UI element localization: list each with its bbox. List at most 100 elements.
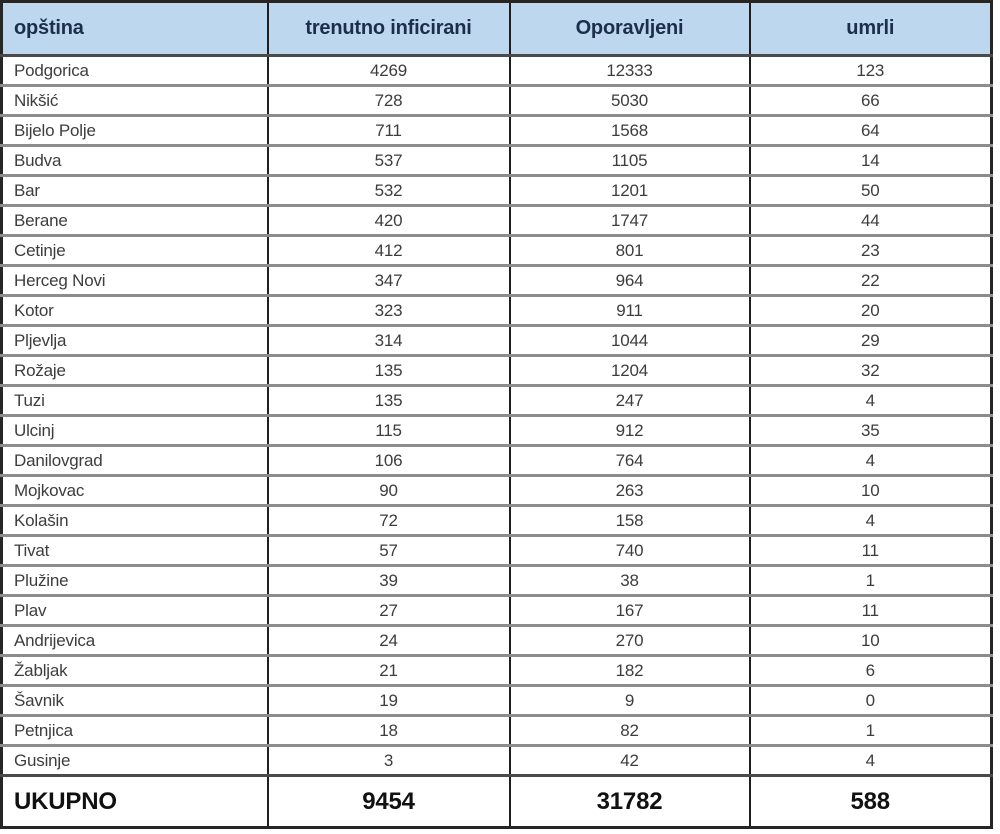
value-cell: 50 — [748, 175, 993, 207]
municipality-name: Gusinje — [0, 745, 269, 777]
value-cell: 347 — [266, 265, 511, 297]
value-cell: 66 — [748, 85, 993, 117]
value-cell: 314 — [266, 325, 511, 357]
municipality-name: Plav — [0, 595, 269, 627]
table-row: Petnjica 18 82 1 — [0, 715, 993, 747]
value-cell: 323 — [266, 295, 511, 327]
table-row: Kolašin 72 158 4 — [0, 505, 993, 537]
value-cell: 263 — [508, 475, 751, 507]
municipality-name: Rožaje — [0, 355, 269, 387]
value-cell: 167 — [508, 595, 751, 627]
value-cell: 35 — [748, 415, 993, 447]
value-cell: 537 — [266, 145, 511, 177]
municipality-name: Šavnik — [0, 685, 269, 717]
value-cell: 1044 — [508, 325, 751, 357]
value-cell: 0 — [748, 685, 993, 717]
value-cell: 32 — [748, 355, 993, 387]
value-cell: 44 — [748, 205, 993, 237]
value-cell: 711 — [266, 115, 511, 147]
table-row: Kotor 323 911 20 — [0, 295, 993, 327]
value-cell: 1105 — [508, 145, 751, 177]
value-cell: 10 — [748, 475, 993, 507]
value-cell: 158 — [508, 505, 751, 537]
table-row: Rožaje 135 1204 32 — [0, 355, 993, 387]
municipality-name: Budva — [0, 145, 269, 177]
municipality-name: Tuzi — [0, 385, 269, 417]
total-row: UKUPNO 9454 31782 588 — [0, 775, 993, 828]
value-cell: 740 — [508, 535, 751, 567]
table-row: Mojkovac 90 263 10 — [0, 475, 993, 507]
total-recovered: 31782 — [508, 775, 751, 828]
value-cell: 135 — [266, 355, 511, 387]
value-cell: 11 — [748, 595, 993, 627]
value-cell: 9 — [508, 685, 751, 717]
table-row: Cetinje 412 801 23 — [0, 235, 993, 267]
table-row: Podgorica 4269 12333 123 — [0, 55, 993, 87]
value-cell: 532 — [266, 175, 511, 207]
value-cell: 64 — [748, 115, 993, 147]
table-row: Bijelo Polje 711 1568 64 — [0, 115, 993, 147]
column-header-oporavljeni: Oporavljeni — [508, 1, 751, 57]
value-cell: 5030 — [508, 85, 751, 117]
value-cell: 1201 — [508, 175, 751, 207]
value-cell: 42 — [508, 745, 751, 777]
value-cell: 4 — [748, 445, 993, 477]
value-cell: 6 — [748, 655, 993, 687]
table-row: Nikšić 728 5030 66 — [0, 85, 993, 117]
table-row: Bar 532 1201 50 — [0, 175, 993, 207]
value-cell: 12333 — [508, 55, 751, 87]
value-cell: 115 — [266, 415, 511, 447]
value-cell: 123 — [748, 55, 993, 87]
value-cell: 21 — [266, 655, 511, 687]
value-cell: 20 — [748, 295, 993, 327]
value-cell: 911 — [508, 295, 751, 327]
table-row: Andrijevica 24 270 10 — [0, 625, 993, 657]
value-cell: 1568 — [508, 115, 751, 147]
value-cell: 1 — [748, 715, 993, 747]
value-cell: 24 — [266, 625, 511, 657]
value-cell: 57 — [266, 535, 511, 567]
municipality-name: Andrijevica — [0, 625, 269, 657]
table-row: Pljevlja 314 1044 29 — [0, 325, 993, 357]
table-row: Budva 537 1105 14 — [0, 145, 993, 177]
table-row: Tivat 57 740 11 — [0, 535, 993, 567]
municipality-name: Berane — [0, 205, 269, 237]
municipality-name: Plužine — [0, 565, 269, 597]
value-cell: 29 — [748, 325, 993, 357]
value-cell: 420 — [266, 205, 511, 237]
value-cell: 3 — [266, 745, 511, 777]
value-cell: 912 — [508, 415, 751, 447]
total-deaths: 588 — [748, 775, 993, 828]
column-header-opstina: opština — [0, 1, 269, 57]
value-cell: 801 — [508, 235, 751, 267]
table-row: Plužine 39 38 1 — [0, 565, 993, 597]
table-row: Berane 420 1747 44 — [0, 205, 993, 237]
value-cell: 182 — [508, 655, 751, 687]
table-row: Herceg Novi 347 964 22 — [0, 265, 993, 297]
value-cell: 4 — [748, 505, 993, 537]
value-cell: 4 — [748, 745, 993, 777]
table-row: Danilovgrad 106 764 4 — [0, 445, 993, 477]
table-row: Plav 27 167 11 — [0, 595, 993, 627]
table-body: Podgorica 4269 12333 123 Nikšić 728 5030 66 Bije… — [0, 55, 993, 777]
municipality-name: Tivat — [0, 535, 269, 567]
value-cell: 90 — [266, 475, 511, 507]
value-cell: 11 — [748, 535, 993, 567]
value-cell: 1747 — [508, 205, 751, 237]
municipality-name: Podgorica — [0, 55, 269, 87]
municipality-name: Kolašin — [0, 505, 269, 537]
value-cell: 964 — [508, 265, 751, 297]
table-row: Tuzi 135 247 4 — [0, 385, 993, 417]
value-cell: 1204 — [508, 355, 751, 387]
municipality-name: Ulcinj — [0, 415, 269, 447]
municipality-name: Petnjica — [0, 715, 269, 747]
value-cell: 10 — [748, 625, 993, 657]
value-cell: 23 — [748, 235, 993, 267]
value-cell: 18 — [266, 715, 511, 747]
municipality-name: Kotor — [0, 295, 269, 327]
value-cell: 4 — [748, 385, 993, 417]
value-cell: 247 — [508, 385, 751, 417]
header-row: opština trenutno inficirani Oporavljeni … — [0, 1, 993, 57]
municipality-name: Bijelo Polje — [0, 115, 269, 147]
